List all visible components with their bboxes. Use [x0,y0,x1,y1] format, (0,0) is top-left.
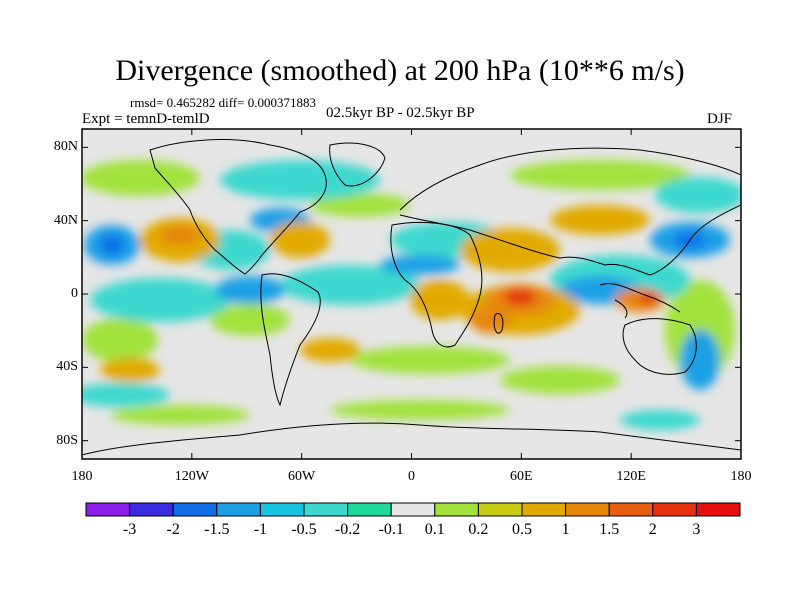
lon-label-5: 120E [616,469,646,484]
coast-africa [390,221,483,348]
colorbar-label-2: -1.5 [204,521,230,538]
colorbar-label-5: -0.2 [334,521,361,538]
colorbar-label-12: 2 [648,521,657,538]
colorbar-swatch-13 [652,502,697,517]
lat-label-4: 80S [56,432,78,448]
coast-north-america [149,139,327,275]
coastlines [82,139,741,456]
coast-south-america [260,273,321,407]
colorbar-swatch-4 [259,502,305,517]
colorbar-label-10: 1 [561,521,570,538]
season-label: DJF [707,111,733,127]
colorbar-swatch-14 [695,502,741,517]
colorbar-swatch-10 [521,502,567,517]
lon-label-6: 180 [730,469,752,484]
colorbar-swatch-6 [347,502,392,517]
divergence-field [82,160,741,430]
colorbar-label-9: 0.5 [512,521,532,538]
colorbar-swatch-8 [434,502,479,517]
colorbar-label-7: 0.1 [424,521,445,538]
colorbar-swatch-3 [216,502,261,517]
colorbar-label-1: -2 [166,521,180,538]
coast-antarctica [82,422,741,456]
field-level-negative [84,208,730,390]
colorbar-swatch-0 [85,502,131,517]
colorbar-swatch-9 [477,502,523,517]
colorbar-label-8: 0.2 [468,521,489,538]
field-level-strong-negative [100,232,706,255]
experiment-label: Expt = temnD-temlD [82,111,210,127]
lon-label-3: 0 [408,469,415,484]
colorbar-label-0: -3 [122,521,137,538]
coast-madagascar [493,313,504,334]
lat-label-3: 40S [56,359,78,375]
colorbar-label-11: 1.5 [599,521,620,538]
chart-title: Divergence (smoothed) at 200 hPa (10**6 … [115,54,685,87]
lon-label-0: 180 [71,469,93,484]
stats-label: rmsd= 0.465282 diff= 0.000371883 [130,95,316,110]
coast-australia [622,318,697,375]
lat-label-0: 80N [53,139,78,155]
colorbar [85,502,741,517]
lat-label-1: 40N [53,212,78,228]
colorbar-swatch-11 [565,502,610,517]
lon-label-4: 60E [510,469,533,484]
field-level-light-negative [82,160,741,430]
lon-label-2: 60W [288,469,316,484]
colorbar-label-13: 3 [692,521,701,538]
axis-ticks [81,129,742,459]
lat-label-2: 0 [71,286,78,301]
colorbar-swatch-12 [608,502,654,517]
field-level-extreme-positive [504,289,658,305]
colorbar-label-3: -1 [253,521,268,538]
colorbar-swatch-1 [129,502,174,517]
period-label: 02.5kyr BP - 02.5kyr BP [326,105,475,121]
coast-eurasia [399,147,741,276]
colorbar-swatch-2 [172,502,218,517]
colorbar-label-4: -0.5 [291,521,317,538]
coast-maritime-continent [599,283,681,319]
colorbar-swatch-5 [303,502,349,517]
lon-label-1: 120W [174,469,209,484]
colorbar-label-6: -0.1 [378,521,404,538]
colorbar-swatch-7 [390,502,436,517]
coast-greenland [329,142,386,187]
